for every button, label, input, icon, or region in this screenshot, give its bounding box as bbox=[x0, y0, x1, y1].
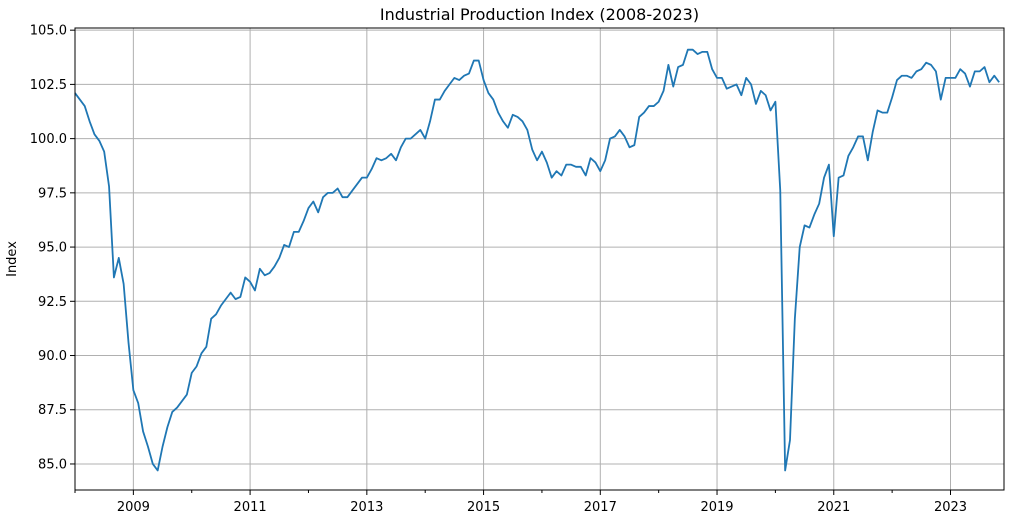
x-tick-label: 2019 bbox=[700, 500, 733, 515]
y-tick-label: 92.5 bbox=[38, 295, 67, 310]
y-axis-label: Index bbox=[5, 241, 20, 277]
y-tick-label: 102.5 bbox=[30, 78, 67, 93]
gridlines bbox=[75, 28, 1004, 490]
axis-ticks: 85.0 87.5 90.0 92.5 95.0 97.5 100.0 102.5 105.0 2… bbox=[30, 24, 967, 515]
x-tick-label: 2023 bbox=[934, 500, 967, 515]
x-tick-label: 2017 bbox=[584, 500, 617, 515]
y-tick-label: 85.0 bbox=[38, 457, 67, 472]
y-tick-label: 90.0 bbox=[38, 349, 67, 364]
x-tick-label: 2013 bbox=[350, 500, 383, 515]
y-tick-label: 100.0 bbox=[30, 132, 67, 147]
y-tick-label: 97.5 bbox=[38, 186, 67, 201]
series-line bbox=[74, 48, 1000, 472]
chart-title: Industrial Production Index (2008-2023) bbox=[380, 5, 699, 24]
y-tick-label: 105.0 bbox=[30, 24, 67, 39]
y-tick-label: 95.0 bbox=[38, 241, 67, 256]
x-tick-label: 2021 bbox=[817, 500, 850, 515]
y-tick-label: 87.5 bbox=[38, 403, 67, 418]
x-tick-label: 2009 bbox=[117, 500, 150, 515]
plot-area bbox=[74, 27, 1005, 491]
x-tick-label: 2015 bbox=[467, 500, 500, 515]
x-tick-label: 2011 bbox=[234, 500, 267, 515]
